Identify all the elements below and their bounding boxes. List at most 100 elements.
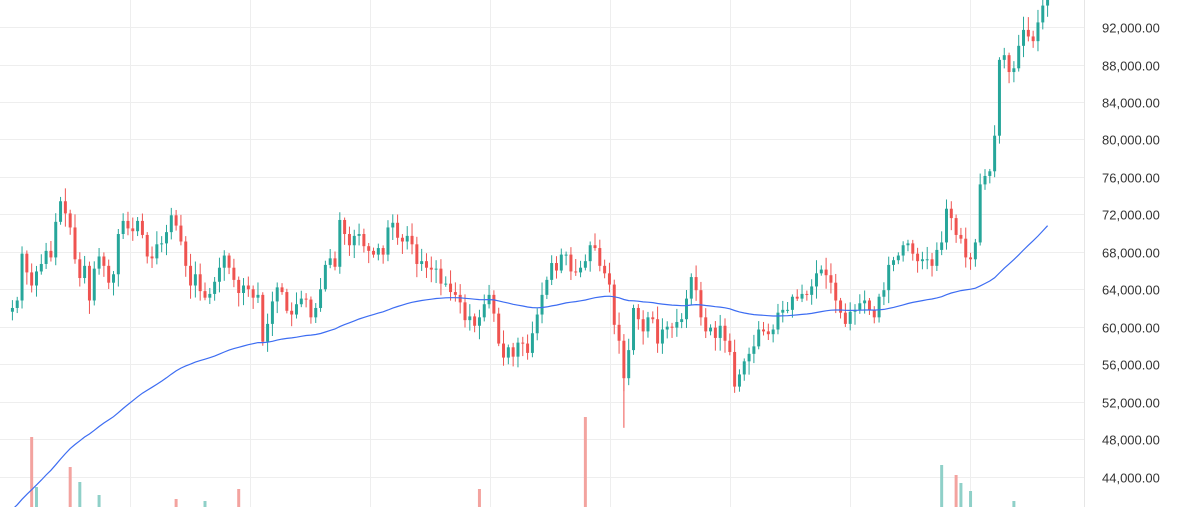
candle[interactable] bbox=[492, 290, 496, 322]
candle[interactable] bbox=[670, 322, 674, 338]
candle[interactable] bbox=[304, 293, 308, 308]
candle[interactable] bbox=[766, 323, 770, 341]
candle[interactable] bbox=[246, 276, 250, 297]
candle[interactable] bbox=[193, 261, 197, 298]
candle[interactable] bbox=[911, 239, 915, 261]
candle[interactable] bbox=[1012, 61, 1016, 83]
candle[interactable] bbox=[906, 239, 910, 252]
candle[interactable] bbox=[372, 247, 376, 258]
candle[interactable] bbox=[583, 254, 587, 271]
candle[interactable] bbox=[444, 276, 448, 287]
candle[interactable] bbox=[63, 188, 67, 227]
candle[interactable] bbox=[526, 334, 530, 360]
candle[interactable] bbox=[54, 213, 58, 266]
candle[interactable] bbox=[800, 284, 804, 303]
candle[interactable] bbox=[150, 246, 154, 268]
candle[interactable] bbox=[1031, 30, 1035, 48]
candle[interactable] bbox=[78, 252, 82, 287]
candle[interactable] bbox=[723, 318, 727, 353]
candle[interactable] bbox=[728, 333, 732, 356]
candle[interactable] bbox=[83, 255, 87, 284]
candle[interactable] bbox=[420, 248, 424, 271]
candle[interactable] bbox=[328, 249, 332, 269]
candle[interactable] bbox=[959, 227, 963, 244]
candle[interactable] bbox=[978, 173, 982, 246]
candle[interactable] bbox=[617, 312, 621, 354]
candle[interactable] bbox=[343, 217, 347, 245]
candle[interactable] bbox=[25, 250, 29, 285]
candle[interactable] bbox=[694, 265, 698, 301]
candle[interactable] bbox=[87, 261, 91, 314]
candle[interactable] bbox=[757, 321, 761, 350]
candle[interactable] bbox=[877, 293, 881, 323]
candle[interactable] bbox=[347, 226, 351, 256]
candle[interactable] bbox=[415, 236, 419, 278]
candle[interactable] bbox=[449, 270, 453, 301]
candle[interactable] bbox=[665, 321, 669, 339]
candle[interactable] bbox=[502, 330, 506, 366]
candle[interactable] bbox=[935, 242, 939, 272]
candle[interactable] bbox=[612, 279, 616, 335]
candle[interactable] bbox=[1041, 0, 1045, 30]
candle[interactable] bbox=[737, 369, 741, 392]
candle[interactable] bbox=[848, 302, 852, 331]
candle[interactable] bbox=[429, 256, 433, 283]
candle[interactable] bbox=[434, 260, 438, 284]
candle[interactable] bbox=[400, 234, 404, 254]
price-candles[interactable] bbox=[10, 0, 1050, 428]
candle[interactable] bbox=[805, 290, 809, 301]
candle[interactable] bbox=[352, 229, 356, 259]
candle[interactable] bbox=[34, 265, 38, 297]
candle[interactable] bbox=[386, 220, 390, 262]
candle[interactable] bbox=[829, 263, 833, 294]
candle[interactable] bbox=[872, 306, 876, 324]
candle[interactable] bbox=[858, 294, 862, 314]
candle[interactable] bbox=[636, 304, 640, 330]
candle[interactable] bbox=[824, 257, 828, 289]
candle[interactable] bbox=[116, 228, 120, 287]
candle[interactable] bbox=[1026, 17, 1030, 42]
candle[interactable] bbox=[102, 252, 106, 277]
candle[interactable] bbox=[892, 256, 896, 272]
candle[interactable] bbox=[155, 231, 159, 265]
candle[interactable] bbox=[1007, 52, 1011, 84]
candle[interactable] bbox=[256, 282, 260, 303]
candle[interactable] bbox=[482, 294, 486, 322]
candle[interactable] bbox=[1022, 16, 1026, 58]
candle[interactable] bbox=[261, 292, 265, 346]
candle[interactable] bbox=[867, 297, 871, 315]
candle[interactable] bbox=[656, 306, 660, 353]
candle[interactable] bbox=[309, 296, 313, 324]
candle[interactable] bbox=[376, 243, 380, 261]
candle[interactable] bbox=[901, 241, 905, 262]
candle[interactable] bbox=[227, 253, 231, 275]
candle[interactable] bbox=[795, 289, 799, 301]
candle[interactable] bbox=[59, 196, 63, 225]
candle[interactable] bbox=[684, 290, 688, 328]
candle[interactable] bbox=[39, 254, 43, 275]
candle[interactable] bbox=[733, 339, 737, 393]
candle[interactable] bbox=[463, 294, 467, 328]
candle[interactable] bbox=[112, 271, 116, 296]
candle[interactable] bbox=[993, 125, 997, 178]
candle[interactable] bbox=[198, 263, 202, 301]
candle[interactable] bbox=[169, 207, 173, 240]
candle[interactable] bbox=[217, 257, 221, 293]
candle[interactable] bbox=[357, 223, 361, 246]
candle[interactable] bbox=[323, 260, 327, 292]
candle[interactable] bbox=[646, 311, 650, 338]
candle[interactable] bbox=[680, 313, 684, 329]
candle[interactable] bbox=[367, 242, 371, 264]
candle[interactable] bbox=[559, 248, 563, 274]
candle[interactable] bbox=[1017, 34, 1021, 72]
candle[interactable] bbox=[607, 262, 611, 293]
candle[interactable] bbox=[786, 301, 790, 314]
candle[interactable] bbox=[839, 297, 843, 319]
candle[interactable] bbox=[396, 214, 400, 245]
candle[interactable] bbox=[121, 213, 125, 240]
candle[interactable] bbox=[564, 251, 568, 266]
candle[interactable] bbox=[540, 282, 544, 324]
candle[interactable] bbox=[776, 303, 780, 335]
candle[interactable] bbox=[632, 304, 636, 355]
